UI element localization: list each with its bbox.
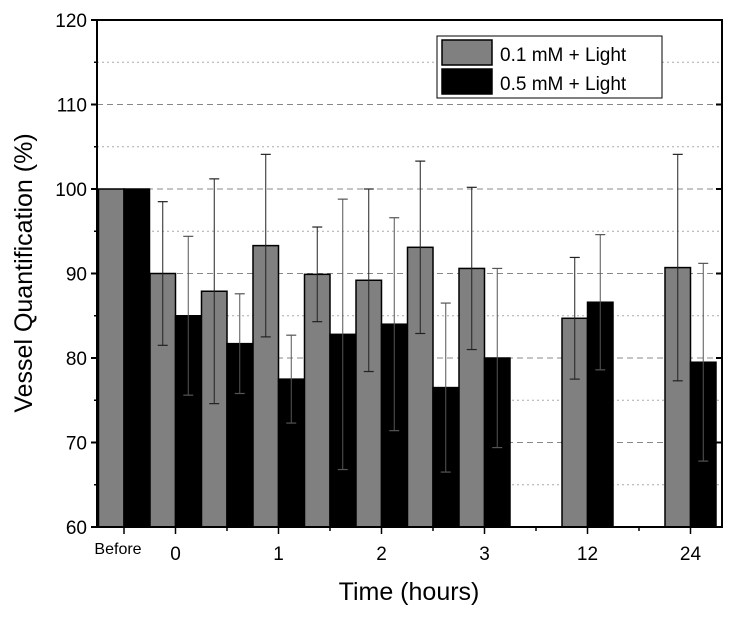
x-tick-label: 24 — [680, 544, 702, 565]
y-axis-label: Vessel Quantification (%) — [10, 133, 38, 412]
legend-label-0.5mm: 0.5 mM + Light — [500, 74, 627, 95]
x-tick-label: 3 — [479, 544, 490, 565]
y-tick-label: 80 — [66, 349, 87, 370]
bars — [97, 153, 717, 528]
y-tick-label: 60 — [66, 518, 87, 539]
x-tick-label: 12 — [577, 544, 598, 565]
legend-label-0.1mm: 0.1 mM + Light — [500, 45, 627, 66]
y-tick-label: 120 — [55, 11, 87, 32]
y-tick-label: 90 — [66, 265, 87, 286]
legend-swatch-0.5mm — [441, 68, 493, 95]
y-tick-label: 110 — [57, 96, 87, 117]
bar — [97, 188, 125, 528]
legend-swatch-0.1mm — [441, 39, 493, 66]
x-axis-label: Time (hours) — [339, 578, 480, 606]
y-tick-label: 70 — [66, 434, 87, 455]
legend: 0.1 mM + Light 0.5 mM + Light — [436, 35, 663, 99]
x-tick-label: 1 — [273, 544, 284, 565]
y-tick-label: 100 — [55, 180, 87, 201]
bar — [123, 188, 151, 528]
x-tick-label: Before — [94, 541, 141, 558]
x-tick-label: 2 — [376, 544, 387, 565]
x-tick-label: 0 — [170, 544, 181, 565]
